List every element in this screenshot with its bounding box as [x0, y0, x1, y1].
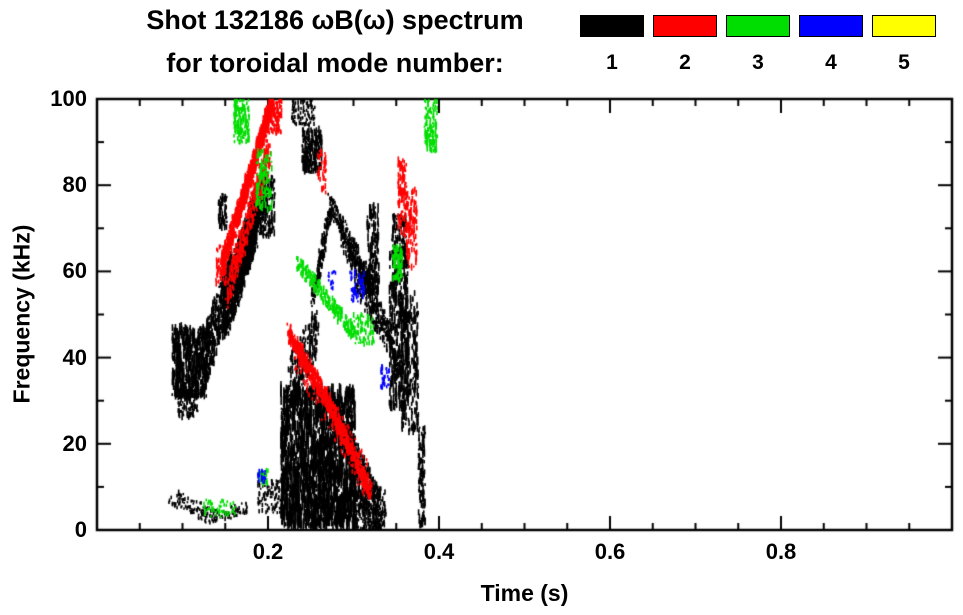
chart-title: Shot 132186 ωB(ω) spectrum — [146, 5, 524, 35]
chart-subtitle: for toroidal mode number: — [166, 48, 504, 78]
x-tick-label-0.2: 0.2 — [252, 539, 284, 564]
legend-swatches — [580, 15, 936, 37]
legend-swatch-mode-2 — [653, 15, 717, 37]
x-tick-label-0.4: 0.4 — [423, 539, 455, 564]
x-axis-label: Time (s) — [480, 580, 569, 606]
legend-swatch-mode-4 — [799, 15, 863, 37]
legend-label-mode-4: 4 — [825, 51, 837, 74]
legend-swatch-mode-5 — [872, 15, 936, 37]
x-tick-label-0.8: 0.8 — [765, 539, 797, 564]
y-tick-label-60: 60 — [62, 258, 87, 284]
y-tick-label-100: 100 — [50, 86, 87, 111]
y-tick-label-0: 0 — [74, 517, 87, 542]
y-tick-label-80: 80 — [62, 172, 87, 198]
y-tick-label-40: 40 — [62, 344, 87, 370]
y-tick-label-20: 20 — [62, 430, 87, 456]
legend-label-mode-1: 1 — [606, 51, 618, 74]
y-axis-label: Frequency (kHz) — [8, 224, 35, 404]
x-tick-label-0.6: 0.6 — [594, 539, 626, 564]
legend-label-mode-2: 2 — [679, 51, 691, 74]
legend-swatch-mode-3 — [726, 15, 790, 37]
legend-label-mode-5: 5 — [898, 51, 910, 74]
legend-swatch-mode-1 — [580, 15, 644, 37]
legend-label-mode-3: 3 — [752, 51, 764, 74]
legend-mode-numbers: 1 2 3 4 5 — [580, 51, 936, 75]
